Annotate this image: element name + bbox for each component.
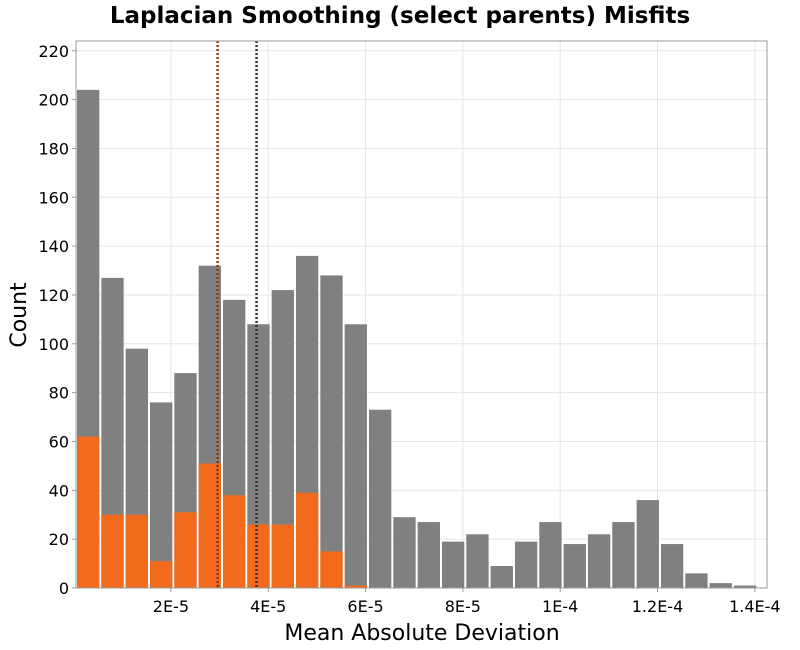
x-tick-label: 1E-4 bbox=[542, 597, 578, 616]
bar-selected bbox=[320, 551, 343, 588]
bar-total bbox=[733, 585, 757, 588]
bar-selected bbox=[271, 524, 294, 588]
bar-total bbox=[660, 544, 684, 588]
bar-selected bbox=[222, 495, 246, 588]
x-tick-label: 4E-5 bbox=[250, 597, 286, 616]
bar-selected bbox=[198, 463, 221, 588]
y-tick-label: 180 bbox=[38, 139, 69, 158]
y-axis-title: Count bbox=[7, 282, 32, 348]
bar-total bbox=[393, 517, 416, 588]
bar-selected bbox=[344, 585, 367, 588]
bar-total bbox=[514, 541, 538, 588]
bar-total bbox=[247, 324, 270, 588]
y-tick-label: 40 bbox=[49, 481, 69, 500]
x-tick-label: 6E-5 bbox=[347, 597, 383, 616]
y-tick-label: 60 bbox=[49, 432, 69, 451]
y-tick-label: 100 bbox=[38, 335, 69, 354]
y-tick-label: 140 bbox=[38, 237, 69, 256]
y-tick-label: 160 bbox=[38, 188, 69, 207]
bar-selected bbox=[295, 492, 319, 588]
x-tick-label: 2E-5 bbox=[153, 597, 189, 616]
bar-total bbox=[490, 566, 513, 588]
bar-total bbox=[320, 275, 343, 588]
bar-total bbox=[466, 534, 489, 588]
bar-layer bbox=[77, 89, 757, 588]
bar-selected bbox=[77, 436, 100, 588]
bar-total bbox=[709, 583, 732, 588]
bar-total bbox=[417, 522, 440, 588]
chart-title: Laplacian Smoothing (select parents) Mis… bbox=[110, 3, 690, 29]
bar-total bbox=[539, 522, 562, 588]
y-tick-label: 0 bbox=[59, 579, 69, 598]
plot-frame bbox=[75, 40, 768, 589]
bar-total bbox=[587, 534, 611, 588]
y-tick-label: 220 bbox=[38, 42, 69, 61]
y-tick-label: 200 bbox=[38, 91, 69, 110]
y-tick-label: 80 bbox=[49, 384, 69, 403]
y-tick-label: 120 bbox=[38, 286, 69, 305]
bar-selected bbox=[125, 514, 148, 588]
bar-selected bbox=[174, 512, 197, 588]
x-axis-ticks: 2E-5 4E-5 6E-5 8E-5 1E-4 1.2E-4 1.4E-4 bbox=[153, 588, 781, 616]
x-tick-label: 8E-5 bbox=[445, 597, 481, 616]
bar-total bbox=[271, 290, 294, 588]
y-tick-label: 20 bbox=[49, 530, 69, 549]
bar-total bbox=[636, 500, 659, 588]
bar-selected bbox=[101, 514, 124, 588]
bar-total bbox=[441, 541, 465, 588]
bar-total bbox=[149, 402, 173, 588]
bar-total bbox=[344, 324, 367, 588]
x-tick-label: 1.2E-4 bbox=[632, 597, 684, 616]
bar-selected bbox=[247, 524, 270, 588]
bar-total bbox=[368, 409, 392, 588]
x-tick-label: 1.4E-4 bbox=[729, 597, 781, 616]
bar-total bbox=[101, 277, 124, 588]
reference-lines bbox=[216, 41, 258, 588]
bar-total bbox=[612, 522, 635, 588]
bar-total bbox=[563, 544, 586, 588]
bar-total bbox=[685, 573, 708, 588]
y-axis-ticks: 0 20 40 60 80 100 120 140 160 180 200 220 bbox=[38, 42, 76, 598]
bar-selected bbox=[149, 561, 173, 588]
x-axis-title: Mean Absolute Deviation bbox=[284, 621, 559, 646]
